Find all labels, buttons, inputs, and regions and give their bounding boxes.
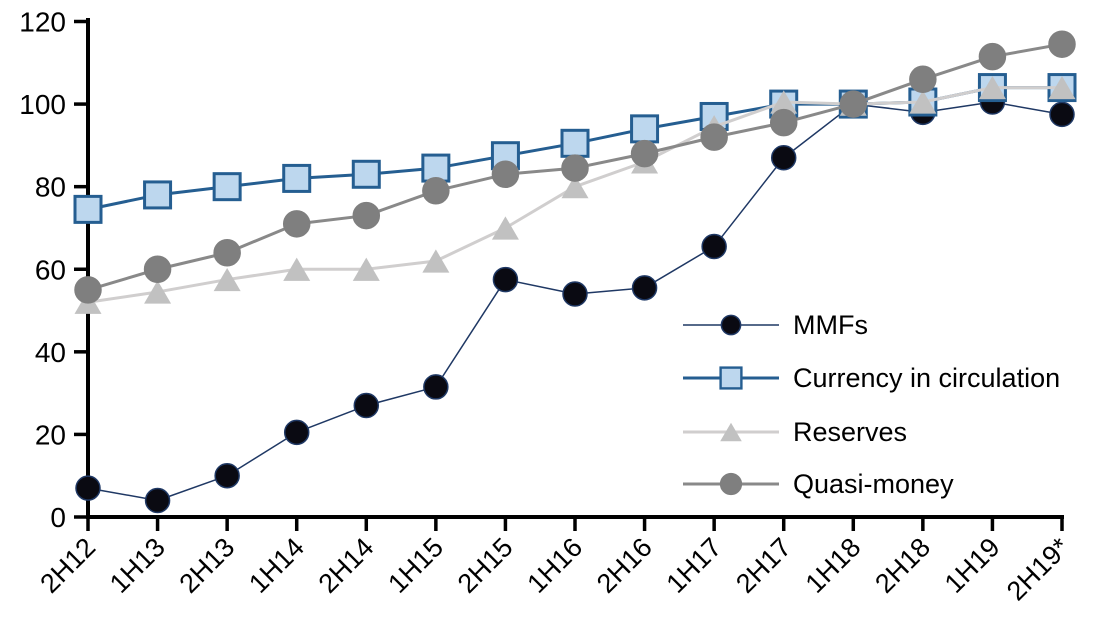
marker-triangle-reserves — [770, 90, 798, 114]
y-tick-label: 20 — [35, 419, 66, 450]
marker-circle-mmfs — [214, 462, 240, 489]
marker-square-currency-in-circulation — [351, 159, 381, 189]
marker-circle-quasi-money — [352, 201, 381, 230]
marker-circle-mmfs — [701, 233, 727, 260]
marker-circle-mmfs — [1049, 101, 1075, 128]
x-tick-label: 1H13 — [104, 532, 171, 599]
x-tick-label: 2H15 — [452, 532, 519, 599]
marker-circle-quasi-money — [213, 238, 241, 267]
marker-circle-mmfs — [144, 487, 171, 514]
marker-square-currency-in-circulation — [560, 128, 590, 158]
x-tick-label: 1H18 — [800, 532, 867, 599]
marker-triangle-reserves — [283, 257, 311, 281]
marker-circle-mmfs — [423, 374, 449, 400]
marker-circle-mmfs — [631, 275, 658, 301]
marker-square-currency-in-circulation — [282, 163, 312, 193]
marker-circle-mmfs — [353, 392, 380, 419]
x-tick-label: 1H16 — [521, 532, 588, 599]
marker-circle-quasi-money — [839, 90, 868, 118]
marker-square-currency-in-circulation — [143, 180, 173, 210]
x-tick-label: 2H13 — [174, 532, 241, 599]
marker-circle-mmfs — [492, 266, 519, 293]
marker-square-currency-in-circulation — [630, 114, 660, 144]
x-tick-label: 1H17 — [661, 532, 728, 599]
y-tick-label: 40 — [35, 337, 66, 368]
y-tick-label: 100 — [19, 89, 66, 120]
x-tick-label: 1H14 — [243, 532, 310, 599]
x-tick-label: 2H18 — [869, 532, 936, 599]
marker-triangle-reserves — [561, 175, 589, 199]
y-tick-label: 60 — [35, 254, 66, 285]
marker-circle-quasi-money — [630, 139, 659, 168]
marker-triangle-reserves — [144, 280, 172, 304]
marker-triangle-reserves — [909, 90, 937, 114]
x-tick-label: 2H12 — [34, 532, 101, 599]
x-tick-label: 2H17 — [730, 532, 797, 599]
marker-square-currency-in-circulation — [73, 194, 103, 224]
marker-circle-quasi-money — [491, 160, 520, 189]
marker-circle-mmfs — [562, 281, 588, 307]
x-tick-label: 1H15 — [382, 532, 449, 599]
marker-circle-mmfs — [75, 475, 101, 501]
y-tick-label: 120 — [19, 7, 66, 38]
marker-triangle-reserves — [491, 216, 519, 240]
marker-circle-quasi-money — [282, 210, 311, 238]
marker-circle-quasi-money — [1048, 30, 1076, 58]
marker-circle-mmfs — [283, 419, 310, 446]
x-tick-label: 2H19* — [1001, 532, 1076, 607]
marker-triangle-reserves — [213, 267, 241, 292]
marker-square-currency-in-circulation — [212, 172, 242, 202]
marker-circle-quasi-money — [978, 42, 1007, 71]
marker-circle-quasi-money — [561, 154, 589, 182]
marker-circle-quasi-money — [74, 276, 102, 304]
y-tick-label: 80 — [35, 172, 66, 203]
x-tick-label: 2H14 — [313, 532, 380, 599]
marker-circle-quasi-money — [769, 108, 798, 137]
marker-triangle-reserves — [978, 75, 1006, 100]
marker-circle-quasi-money — [422, 177, 450, 205]
marker-circle-mmfs — [770, 145, 797, 171]
x-tick-label: 1H19 — [939, 532, 1006, 599]
marker-circle-quasi-money — [143, 255, 172, 283]
marker-circle-quasi-money — [700, 123, 728, 151]
marker-circle-quasi-money — [909, 65, 937, 94]
marker-triangle-reserves — [422, 249, 450, 273]
x-tick-label: 2H16 — [591, 532, 658, 599]
y-tick-label: 0 — [50, 502, 66, 533]
marker-triangle-reserves — [1048, 75, 1076, 100]
marker-triangle-reserves — [352, 257, 380, 281]
